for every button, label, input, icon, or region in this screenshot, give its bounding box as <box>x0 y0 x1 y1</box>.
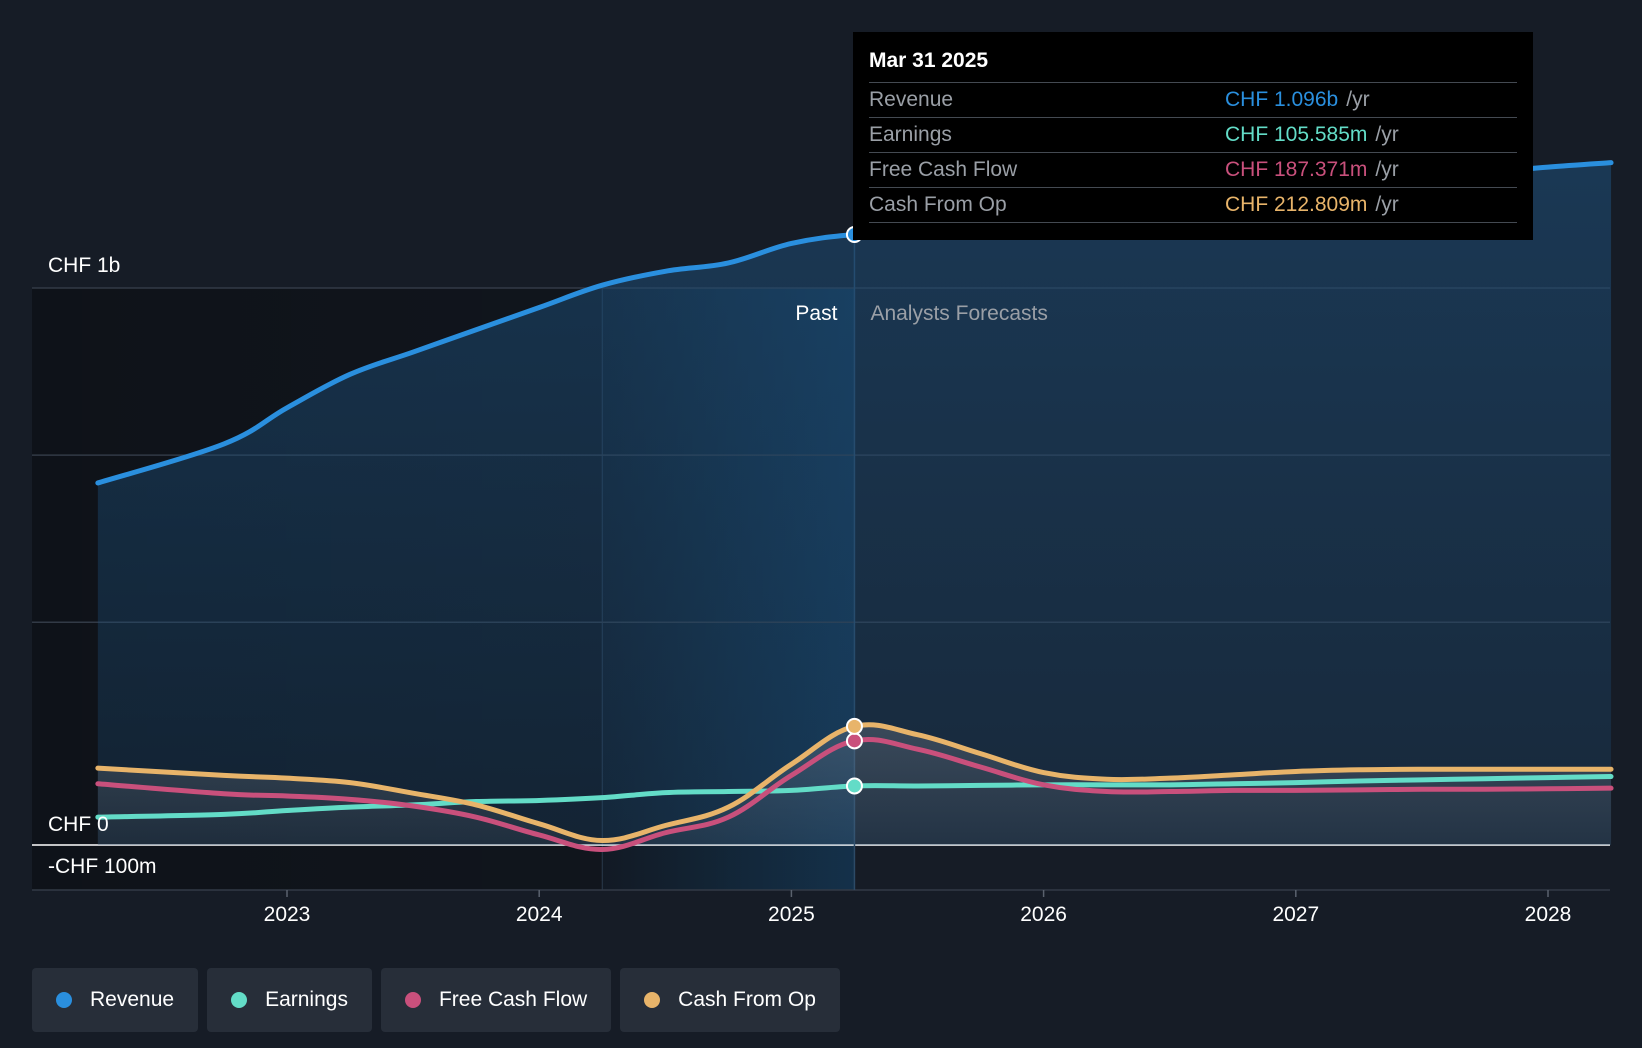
legend-item-label: Cash From Op <box>678 988 816 1011</box>
earnings-dot-icon <box>231 992 248 1008</box>
legend-item-free-cash-flow[interactable]: Free Cash Flow <box>380 968 612 1032</box>
earnings-marker[interactable] <box>845 777 863 795</box>
tooltip-row-unit: /yr <box>1375 158 1399 181</box>
tooltip-row: Free Cash Flow CHF 187.371m/yr <box>869 153 1517 188</box>
y-tick-label: CHF 0 <box>48 813 109 836</box>
x-tick-label: 2025 <box>768 903 815 926</box>
forecast-label: Analysts Forecasts <box>870 302 1047 325</box>
tooltip-row-label: Cash From Op <box>869 193 1007 216</box>
past-label: Past <box>795 302 837 325</box>
x-tick-label: 2028 <box>1525 903 1572 926</box>
x-tick-label: 2026 <box>1020 903 1067 926</box>
tooltip-row: Earnings CHF 105.585m/yr <box>869 118 1517 153</box>
y-tick-label: -CHF 100m <box>48 855 157 878</box>
legend-item-cash-from-op[interactable]: Cash From Op <box>620 968 840 1032</box>
x-tick-label: 2023 <box>264 903 311 926</box>
tooltip-row-unit: /yr <box>1346 88 1370 111</box>
tooltip-row-value: CHF 187.371m <box>1225 158 1368 181</box>
earnings-line <box>95 773 1614 820</box>
tooltip-row-label: Earnings <box>869 123 952 146</box>
revenue-dot-icon <box>56 992 72 1008</box>
y-tick-label: CHF 1b <box>48 254 120 277</box>
tooltip-row-value: CHF 105.585m <box>1225 123 1368 146</box>
legend-item-earnings[interactable]: Earnings <box>207 968 372 1032</box>
legend-item-label: Earnings <box>265 988 348 1011</box>
chart-legend: Revenue Earnings Free Cash Flow Cash From O… <box>32 968 840 1032</box>
legend-item-label: Revenue <box>90 988 175 1011</box>
tooltip-row-unit: /yr <box>1375 123 1399 146</box>
tooltip-row-label: Free Cash Flow <box>869 158 1018 181</box>
x-tick-label: 2027 <box>1272 903 1319 926</box>
tooltip-row: Cash From Op CHF 212.809m/yr <box>869 188 1517 223</box>
cash-from-op-dot-icon <box>644 992 661 1008</box>
tooltip-row: Revenue CHF 1.096b/yr <box>869 83 1517 118</box>
tooltip-row-unit: /yr <box>1375 193 1399 216</box>
tooltip-row-label: Revenue <box>869 88 954 111</box>
free-cash-flow-dot-icon <box>404 992 421 1008</box>
legend-item-revenue[interactable]: Revenue <box>32 968 199 1032</box>
tooltip-row-value: CHF 212.809m <box>1225 193 1368 216</box>
x-tick-label: 2024 <box>516 903 563 926</box>
legend-item-label: Free Cash Flow <box>438 988 588 1011</box>
free-cash-flow-marker[interactable] <box>845 732 863 750</box>
cash-from-op-marker[interactable] <box>845 717 863 735</box>
revenue-area <box>97 162 1612 846</box>
tooltip-panel: Mar 31 2025 Revenue CHF 1.096b/yr Earnings… <box>853 32 1533 240</box>
tooltip-date: Mar 31 2025 <box>869 46 1517 83</box>
tooltip-row-value: CHF 1.096b <box>1225 88 1339 111</box>
